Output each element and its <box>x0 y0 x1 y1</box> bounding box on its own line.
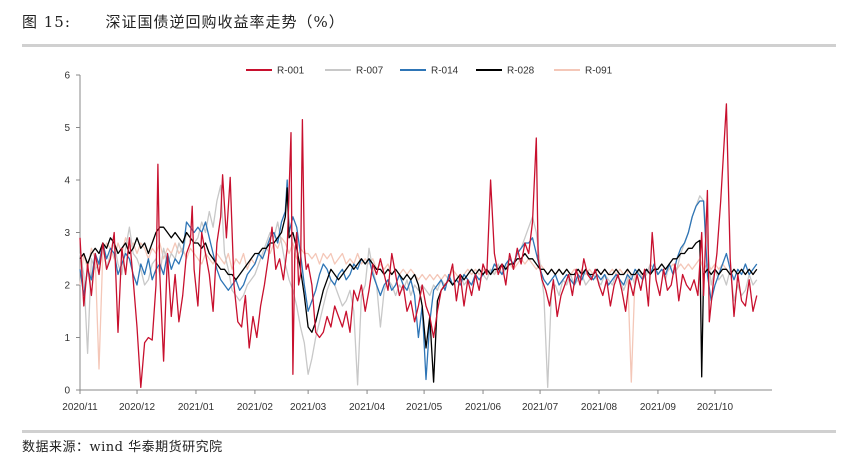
x-tick-label: 2021/01 <box>178 402 215 413</box>
y-tick-label: 3 <box>64 228 70 239</box>
source-note: 数据来源：wind 华泰期货研究院 <box>22 440 223 455</box>
x-tick-label: 2021/02 <box>237 402 274 413</box>
legend-label: R-091 <box>585 66 613 77</box>
x-tick-label: 2021/09 <box>640 402 677 413</box>
legend-label: R-014 <box>431 66 459 77</box>
x-tick-label: 2021/08 <box>581 402 618 413</box>
figure-title-text: 深证国债逆回购收益率走势（%） <box>105 13 345 31</box>
x-tick-label: 2021/10 <box>697 402 734 413</box>
x-tick-label: 2020/11 <box>62 402 98 413</box>
x-tick-label: 2020/12 <box>119 402 156 413</box>
legend-label: R-007 <box>356 66 384 77</box>
x-tick-label: 2021/06 <box>465 402 502 413</box>
y-tick-label: 1 <box>64 333 70 344</box>
legend-label: R-001 <box>277 66 305 77</box>
top-rule <box>22 44 836 47</box>
legend-label: R-028 <box>507 66 535 77</box>
x-tick-label: 2021/03 <box>290 402 327 413</box>
x-tick-label: 2021/07 <box>522 402 559 413</box>
figure-number: 图 15: <box>22 13 71 31</box>
x-tick-label: 2021/05 <box>406 402 443 413</box>
y-tick-label: 4 <box>64 176 70 187</box>
bottom-rule <box>22 430 836 433</box>
figure-title: 图 15: 深证国债逆回购收益率走势（%） <box>22 11 345 32</box>
series-line-r-091 <box>79 237 758 383</box>
chart-legend: R-001 R-007 R-014 R-028 R-091 <box>246 66 613 77</box>
chart-axes: 0 1 2 3 4 5 6 2020/11 2020/12 2021/01 2021/02 2021/… <box>62 71 772 413</box>
y-tick-label: 5 <box>64 123 70 134</box>
series-line-r-028 <box>79 187 758 383</box>
y-tick-label: 2 <box>64 281 70 292</box>
y-tick-label: 6 <box>64 71 70 82</box>
x-tick-label: 2021/04 <box>349 402 386 413</box>
series-line-r-001 <box>79 103 758 389</box>
y-tick-label: 0 <box>64 386 70 397</box>
chart-series <box>79 103 758 389</box>
